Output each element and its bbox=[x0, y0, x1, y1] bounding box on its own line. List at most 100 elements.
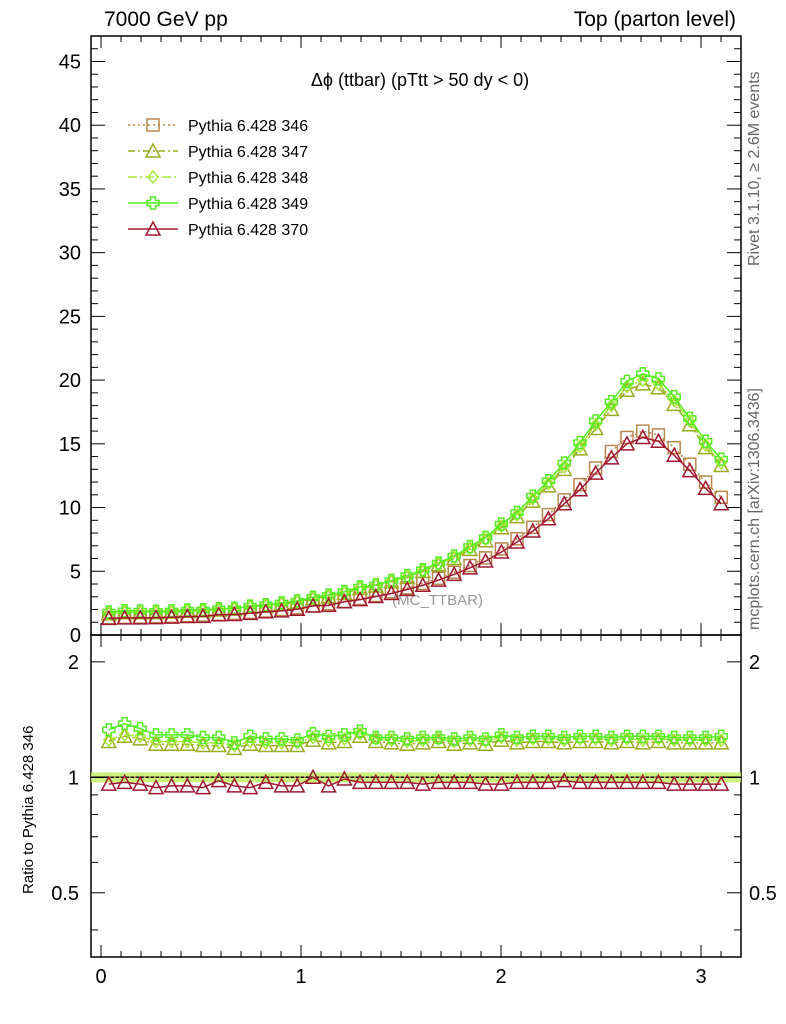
ratio-point-348 bbox=[212, 735, 225, 751]
data-point-370 bbox=[665, 446, 683, 463]
data-point-349 bbox=[384, 573, 399, 588]
legend-label-346: Pythia 6.428 346 bbox=[188, 118, 308, 135]
ratio-point-348 bbox=[605, 732, 618, 748]
ratio-point-349 bbox=[494, 728, 509, 742]
ratio-point-348 bbox=[197, 735, 209, 751]
data-point-349 bbox=[431, 556, 446, 570]
data-point-347 bbox=[618, 381, 636, 398]
ratio-point-349 bbox=[321, 729, 336, 743]
data-point-349 bbox=[353, 580, 367, 594]
data-point-348 bbox=[448, 550, 461, 565]
ratio-point-370 bbox=[618, 773, 636, 790]
data-point-348 bbox=[464, 540, 476, 556]
ratio-y-tick-label: 2 bbox=[68, 652, 79, 674]
data-point-349 bbox=[667, 389, 681, 404]
ratio-point-348 bbox=[165, 734, 178, 749]
data-point-349 bbox=[651, 372, 666, 386]
data-point-349 bbox=[714, 452, 728, 466]
ratio-point-370 bbox=[461, 773, 479, 790]
data-point-349 bbox=[636, 366, 650, 381]
ratio-y-tick-label-right: 1 bbox=[749, 767, 760, 789]
ratio-frame bbox=[90, 634, 742, 958]
series-line-346 bbox=[108, 430, 722, 619]
y-tick-label: 40 bbox=[59, 115, 81, 137]
ratio-point-349 bbox=[667, 730, 681, 745]
ratio-point-370 bbox=[304, 768, 322, 785]
ratio-point-370 bbox=[681, 775, 699, 791]
series-line-347 bbox=[108, 383, 722, 615]
ratio-point-370 bbox=[524, 773, 542, 790]
data-point-349 bbox=[604, 395, 619, 409]
x-tick-label: 1 bbox=[295, 966, 306, 988]
data-point-370 bbox=[131, 609, 149, 625]
ratio-point-370 bbox=[555, 772, 573, 788]
data-point-370 bbox=[147, 609, 165, 625]
ratio-point-370 bbox=[493, 775, 510, 791]
data-point-370 bbox=[273, 602, 290, 618]
ratio-point-370 bbox=[603, 773, 620, 790]
data-point-346 bbox=[541, 507, 556, 522]
y-tick-label: 15 bbox=[59, 434, 81, 456]
legend-marker-370 bbox=[144, 220, 162, 236]
data-point-370 bbox=[100, 609, 118, 626]
ratio-point-370 bbox=[650, 773, 667, 790]
ratio-plot-area bbox=[91, 716, 741, 795]
data-point-349 bbox=[400, 568, 414, 583]
ratio-point-349 bbox=[102, 723, 116, 737]
ratio-point-349 bbox=[400, 732, 414, 746]
data-point-370 bbox=[241, 604, 259, 621]
ratio-point-370 bbox=[336, 770, 353, 786]
analysis-watermark: (MC_TTBAR) bbox=[392, 592, 483, 609]
ratio-point-349 bbox=[541, 729, 556, 743]
chart-title: Δϕ (ttbar) (pTtt > 50 dy < 0) bbox=[311, 70, 529, 90]
data-point-370 bbox=[555, 495, 573, 511]
data-point-349 bbox=[557, 456, 571, 470]
ratio-point-370 bbox=[665, 775, 683, 791]
data-point-370 bbox=[493, 543, 510, 559]
data-point-346 bbox=[526, 520, 540, 535]
ratio-point-370 bbox=[587, 773, 604, 790]
ratio-point-370 bbox=[712, 775, 730, 791]
data-point-370 bbox=[508, 533, 526, 549]
data-point-348 bbox=[212, 602, 225, 617]
legend-label-349: Pythia 6.428 349 bbox=[188, 196, 308, 213]
ratio-point-348 bbox=[401, 734, 414, 749]
ratio-point-349 bbox=[698, 730, 713, 745]
ratio-point-349 bbox=[431, 730, 446, 745]
data-point-370 bbox=[634, 428, 652, 445]
ratio-point-348 bbox=[102, 732, 115, 748]
data-point-348 bbox=[542, 476, 555, 491]
ratio-point-348 bbox=[291, 735, 304, 751]
ratio-point-370 bbox=[210, 772, 228, 788]
data-point-370 bbox=[414, 576, 432, 593]
y-tick-label: 0 bbox=[70, 625, 81, 647]
ratio-point-349 bbox=[243, 729, 257, 743]
ratio-point-348 bbox=[181, 734, 194, 749]
ratio-point-349 bbox=[117, 716, 132, 731]
data-point-370 bbox=[179, 607, 196, 624]
data-point-349 bbox=[494, 517, 509, 531]
data-point-370 bbox=[210, 606, 228, 622]
ratio-point-349 bbox=[290, 733, 304, 747]
data-point-348 bbox=[636, 372, 649, 388]
ratio-point-370 bbox=[320, 777, 337, 793]
legend-marker-347 bbox=[144, 142, 162, 158]
ratio-point-349 bbox=[337, 728, 352, 742]
ratio-point-370 bbox=[697, 775, 714, 791]
ratio-point-348 bbox=[150, 734, 162, 749]
data-point-370 bbox=[398, 580, 416, 597]
x-tick-label: 2 bbox=[495, 966, 506, 988]
data-point-349 bbox=[447, 549, 461, 563]
ratio-point-349 bbox=[133, 721, 147, 736]
ratio-point-370 bbox=[445, 773, 463, 790]
data-point-370 bbox=[367, 587, 385, 604]
ratio-y-tick-label-right: 0.5 bbox=[749, 883, 777, 905]
data-point-370 bbox=[650, 432, 667, 449]
y-tick-label: 30 bbox=[59, 243, 81, 265]
series-line-348 bbox=[108, 379, 722, 615]
ratio-point-349 bbox=[369, 730, 383, 745]
ratio-point-370 bbox=[241, 779, 259, 795]
data-point-347 bbox=[665, 395, 683, 412]
data-point-370 bbox=[304, 597, 322, 613]
